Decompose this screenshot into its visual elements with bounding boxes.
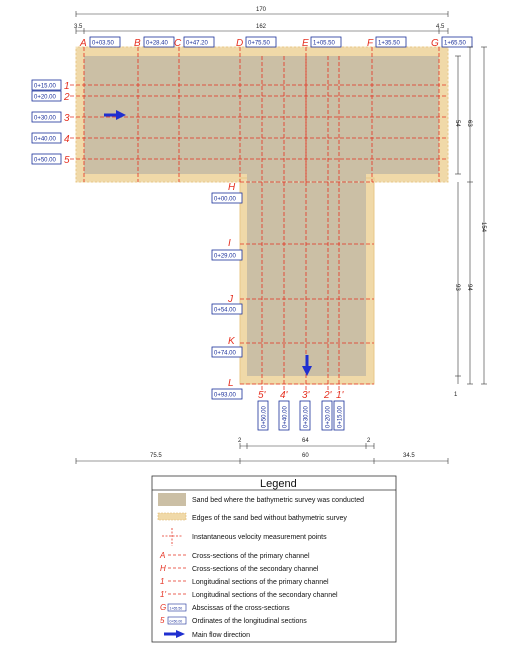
- section-label-j: J: [227, 294, 234, 305]
- section-label-e: E: [302, 38, 309, 49]
- ordinate-5: 0+50.00: [34, 158, 57, 164]
- abscissa-k: 0+74.00: [214, 351, 237, 357]
- dim-bottom-edge-left: 2: [238, 438, 242, 444]
- legend-velocity-cross-icon: [162, 528, 182, 546]
- section-label-h: H: [228, 182, 236, 193]
- legend-item-flow: Main flow direction: [192, 632, 250, 639]
- abscissa-f: 1+35.50: [378, 41, 401, 47]
- section-label-d: D: [236, 38, 243, 49]
- section-label-2: 2: [63, 92, 70, 103]
- legend-symbol-5: 5: [160, 616, 165, 625]
- section-label-f: F: [367, 38, 374, 49]
- dim-bottom-inner: 64: [302, 438, 309, 444]
- dim-right-top-b: 63: [466, 120, 472, 127]
- ordinate-5p: 0+50.00: [262, 405, 268, 428]
- legend-item-primary-long: Longitudinal sections of the primary cha…: [192, 579, 329, 586]
- dim-right-lower-b: 94: [466, 284, 472, 291]
- dim-bottom-right: 34.5: [403, 453, 415, 459]
- abscissa-c: 0+47.20: [186, 41, 209, 47]
- dim-right-bottom: 1: [454, 392, 458, 398]
- legend-edge-swatch: [157, 512, 187, 521]
- section-label-g: G: [431, 38, 439, 49]
- abscissa-a: 0+03.50: [92, 41, 115, 47]
- ordinate-3: 0+30.00: [34, 116, 57, 122]
- legend-flow-arrow-icon: [164, 630, 185, 638]
- dimension-labels: 170 3.5 162 4.5 54 63 154 93 94 1 2 64 2…: [74, 7, 486, 459]
- dim-right-total: 154: [480, 222, 486, 233]
- flow-arrow-primary: [104, 110, 126, 120]
- legend-symbol-1: 1: [160, 577, 164, 586]
- section-label-l: L: [228, 378, 234, 389]
- legend-title: Legend: [260, 478, 297, 490]
- legend-sample-abscissa: 1+65.50: [170, 607, 183, 611]
- section-label-5: 5: [64, 155, 70, 166]
- abscissa-boxes: 0+03.50 0+28.40 0+47.20 0+75.50 1+05.50 …: [89, 36, 473, 48]
- section-label-b: B: [134, 38, 141, 49]
- dim-top-left-edge: 3.5: [74, 24, 83, 30]
- flow-arrow-secondary: [302, 355, 312, 376]
- abscissa-b: 0+28.40: [146, 41, 169, 47]
- ordinate-2: 0+20.00: [34, 95, 57, 101]
- primary-cross-section-labels: A B C D E F G: [79, 38, 439, 49]
- secondary-channel-sand: [247, 170, 366, 376]
- dim-top-total: 170: [256, 7, 267, 13]
- ordinate-3p: 0+30.00: [304, 405, 310, 428]
- ordinate-4p: 0+40.00: [283, 405, 289, 428]
- dim-top-right-edge: 4.5: [436, 24, 445, 30]
- dim-top-inner: 162: [256, 24, 267, 30]
- primary-longitudinal-labels: 0+15.00 1 0+20.00 2 0+30.00 3 0+40.00 4 …: [31, 79, 70, 166]
- ordinate-4: 0+40.00: [34, 137, 57, 143]
- legend-item-velocity: Instantaneous velocity measurement point…: [192, 534, 327, 541]
- dim-bottom-left: 75.5: [150, 453, 162, 459]
- section-label-k: K: [228, 336, 236, 347]
- dimensions: [75, 11, 487, 464]
- legend-item-edge: Edges of the sand bed without bathymetri…: [192, 515, 347, 522]
- legend-symbol-g: G: [160, 603, 166, 612]
- legend-item-primary-cross: Cross-sections of the primary channel: [192, 553, 310, 560]
- section-label-1p: 1': [336, 390, 345, 401]
- section-label-3p: 3': [302, 390, 311, 401]
- legend-sample-ordinate: 0+50.00: [170, 620, 183, 624]
- abscissa-j: 0+54.00: [214, 308, 237, 314]
- abscissa-l: 0+93.00: [214, 393, 237, 399]
- abscissa-d: 0+75.50: [248, 41, 271, 47]
- dim-right-top-a: 54: [454, 120, 460, 127]
- legend-item-secondary-cross: Cross-sections of the secondary channel: [192, 566, 319, 573]
- legend-item-ordinate: Ordinates of the longitudinal sections: [192, 618, 307, 625]
- abscissa-g: 1+65.50: [444, 41, 467, 47]
- ordinate-1p: 0+15.00: [338, 405, 344, 428]
- section-label-c: C: [174, 38, 182, 49]
- dim-bottom-edge-right: 2: [367, 438, 371, 444]
- secondary-longitudinal-labels: 5' 0+50.00 4' 0+40.00 3' 0+30.00 2' 0+20…: [257, 390, 345, 431]
- section-label-1: 1: [64, 81, 70, 92]
- dim-bottom-mid: 60: [302, 453, 309, 459]
- section-label-a: A: [79, 38, 87, 49]
- legend-symbol-h: H: [160, 564, 166, 573]
- secondary-cross-section-labels: H 0+00.00 I 0+29.00 J 0+54.00 K 0+74.00 …: [211, 182, 243, 400]
- primary-channel-sand: [84, 56, 439, 174]
- section-label-4p: 4': [280, 390, 289, 401]
- section-lines: [70, 47, 448, 392]
- legend-item-secondary-long: Longitudinal sections of the secondary c…: [192, 592, 338, 599]
- ordinate-2p: 0+20.00: [326, 405, 332, 428]
- legend-symbol-1p: 1': [160, 590, 166, 599]
- legend-symbol-a: A: [159, 551, 165, 560]
- ordinate-1: 0+15.00: [34, 84, 57, 90]
- legend: Legend Sand bed where the bathymetric su…: [151, 475, 397, 643]
- section-label-5p: 5': [258, 390, 267, 401]
- legend-item-abscissa: Abscissas of the cross-sections: [192, 605, 290, 612]
- section-label-i: I: [228, 238, 231, 249]
- section-label-2p: 2': [323, 390, 333, 401]
- legend-item-sand: Sand bed where the bathymetric survey wa…: [192, 497, 364, 504]
- legend-sand-swatch: [158, 493, 186, 506]
- section-label-4: 4: [64, 134, 70, 145]
- abscissa-e: 1+05.50: [313, 41, 336, 47]
- sand-bed: [75, 46, 449, 385]
- section-label-3: 3: [64, 113, 70, 124]
- dim-right-lower-a: 93: [454, 284, 460, 291]
- abscissa-h: 0+00.00: [214, 197, 237, 203]
- abscissa-i: 0+29.00: [214, 254, 237, 260]
